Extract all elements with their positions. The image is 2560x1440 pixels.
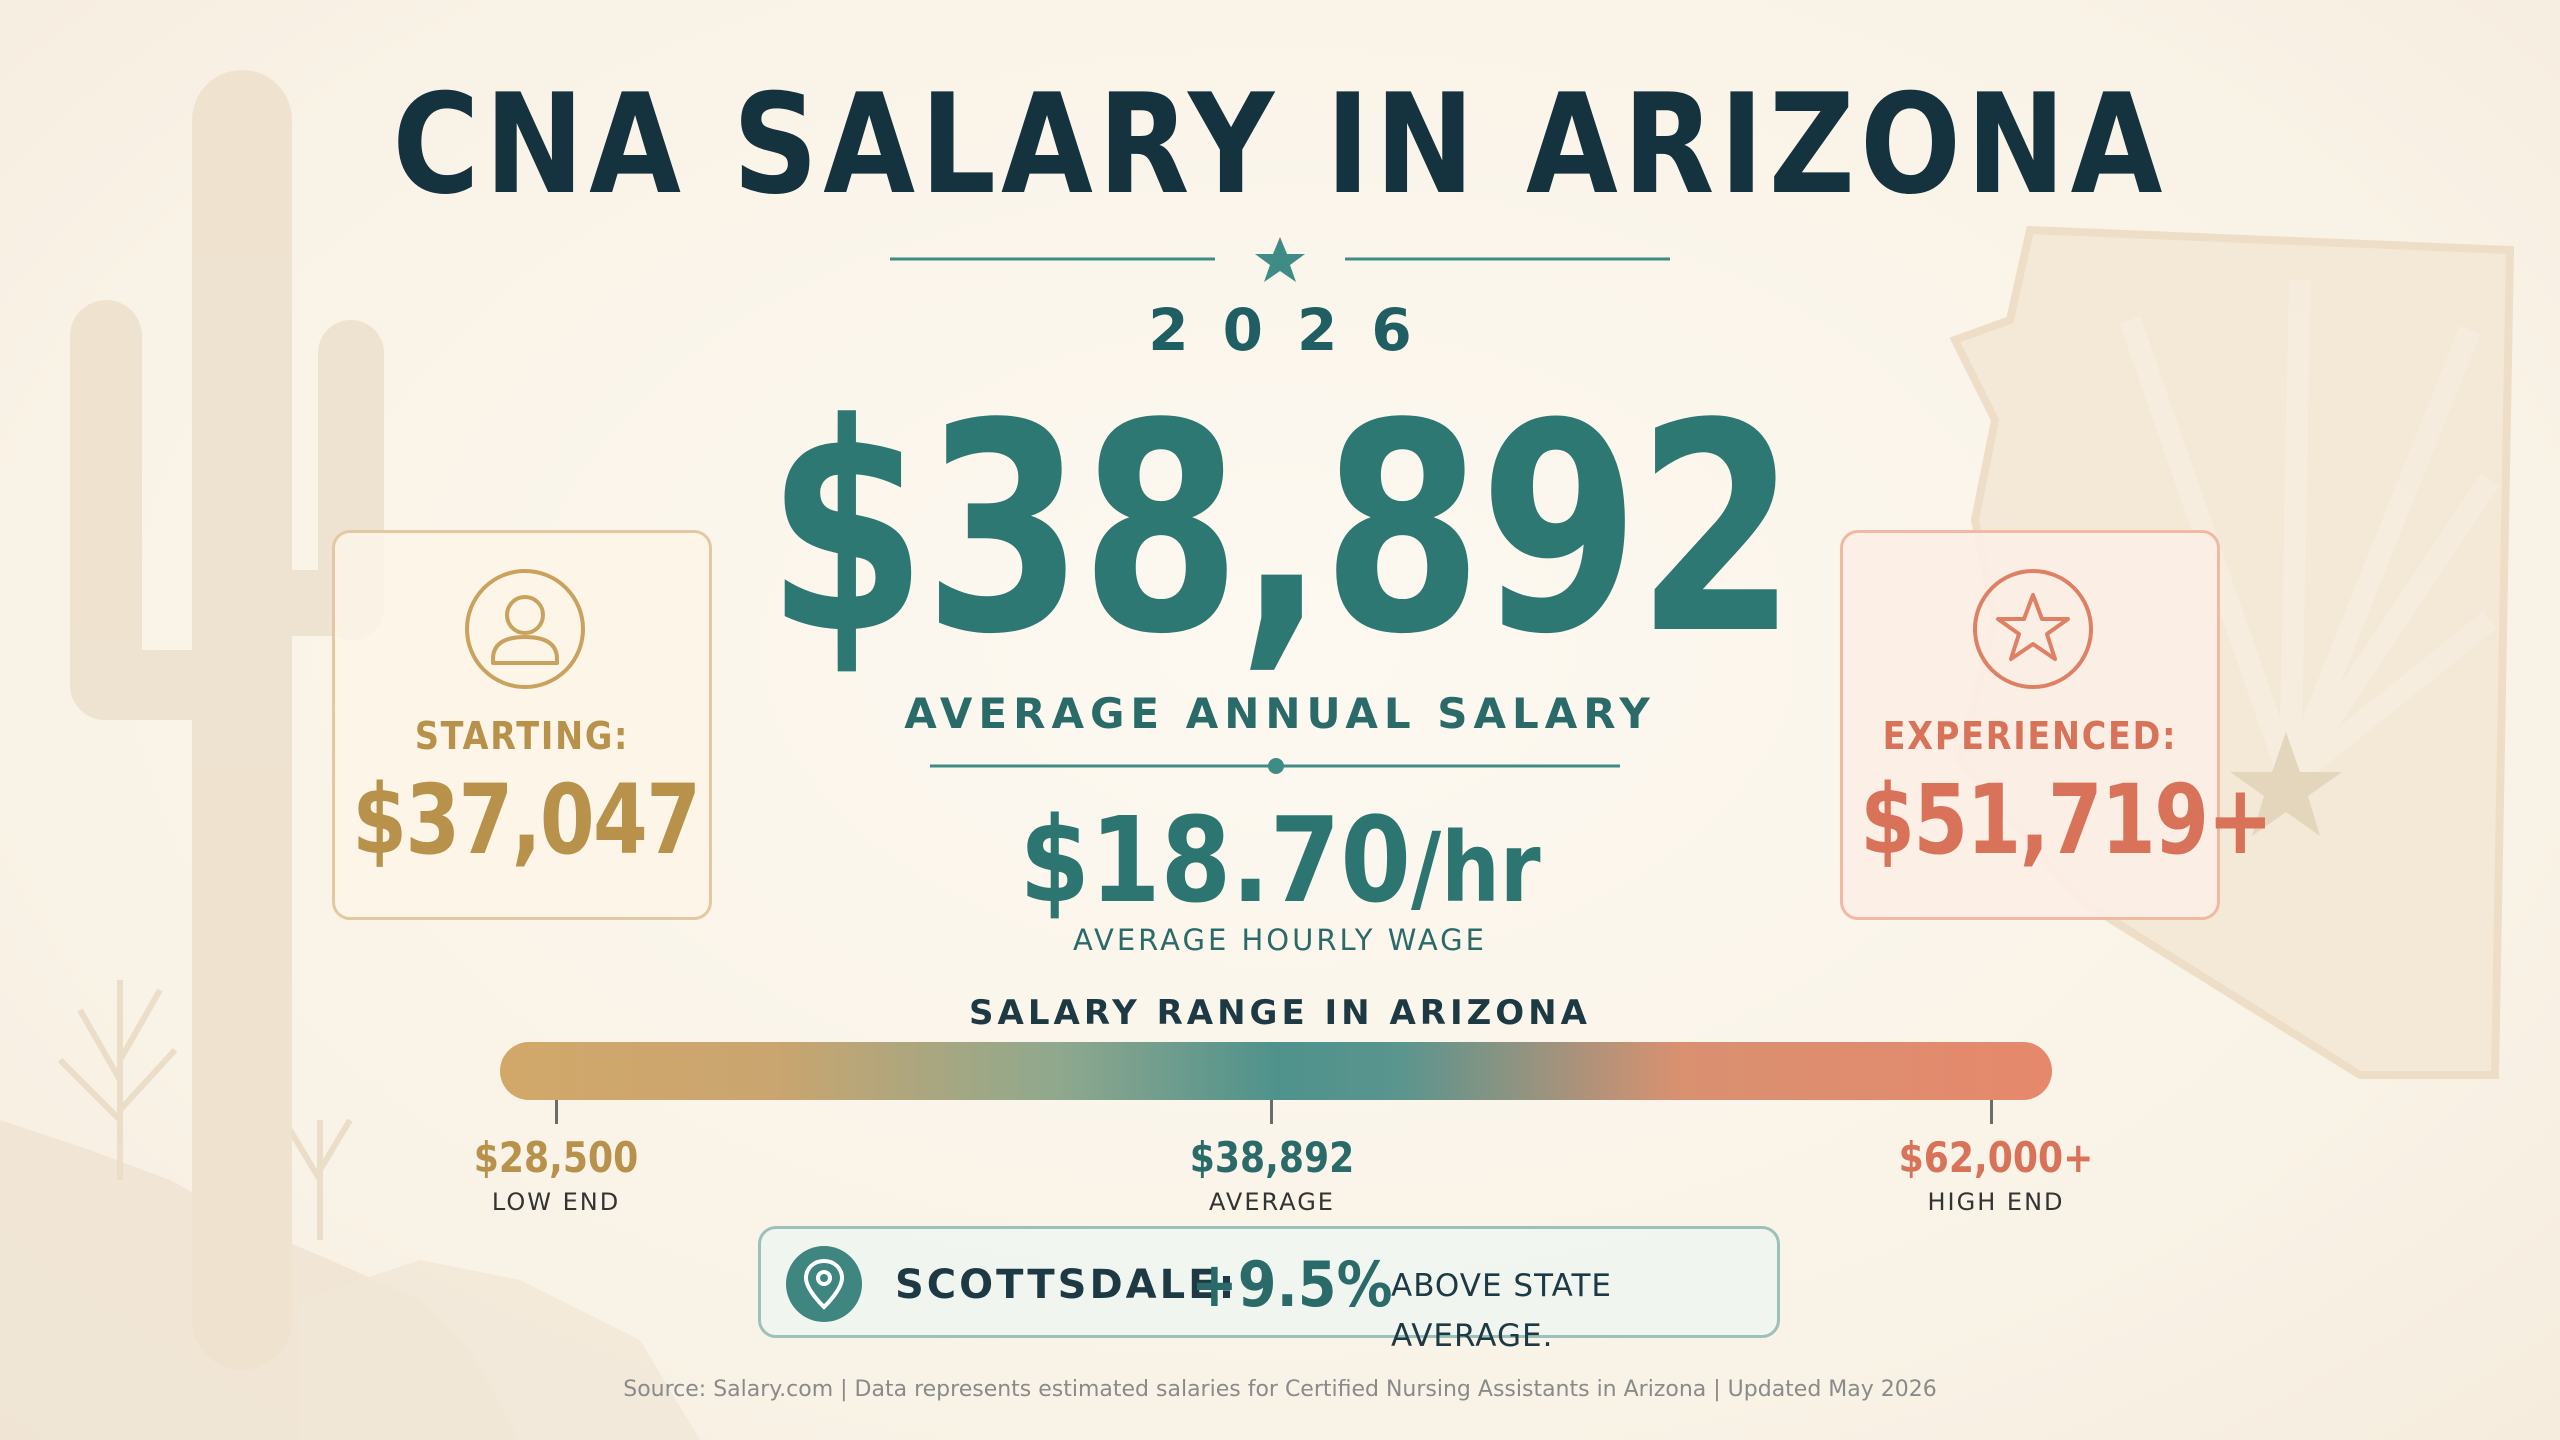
range-low-value: $28,500 [473,1133,639,1182]
source-footnote: Source: Salary.com | Data represents est… [623,1377,1937,1402]
experienced-label: EXPERIENCED: [1882,714,2178,758]
report-year: 2026 [1148,296,1446,364]
range-average: $38,892 AVERAGE [1122,1130,1422,1218]
divider-star-icon [1255,237,1305,282]
hourly-value: $18.70 [1019,791,1411,929]
starting-salary-card: STARTING: $37,047 [332,530,712,920]
page-title: CNA SALARY IN ARIZONA [392,64,2168,225]
starting-value: $37,047 [352,764,701,876]
average-tick [1270,1100,1273,1124]
title-divider [890,237,1670,282]
callout-text: ABOVE STATE AVERAGE. [1391,1268,1612,1354]
divider-dot-icon [1268,758,1284,774]
average-annual-salary: $38,892 [766,362,1797,697]
range-high-value: $62,000+ [1898,1133,2094,1182]
high-end-tick [1990,1100,1993,1124]
scottsdale-callout: SCOTTSDALE: +9.5% ABOVE STATE AVERAGE. [758,1226,1780,1354]
range-average-caption: AVERAGE [1209,1188,1335,1216]
hourly-caption: AVERAGE HOURLY WAGE [1073,923,1487,957]
salary-range-gradient-bar [500,1042,2052,1100]
range-high-caption: HIGH END [1927,1188,2065,1216]
salary-range-title: SALARY RANGE IN ARIZONA [969,993,1591,1033]
hourly-unit: /hr [1410,812,1541,924]
experienced-salary-card: EXPERIENCED: $51,719+ [1840,530,2273,920]
low-end-tick [555,1100,558,1124]
average-hourly-wage: $18.70/hr [179,795,2381,933]
range-high: $62,000+ HIGH END [1846,1130,2146,1218]
experienced-value: $51,719+ [1860,764,2273,876]
callout-city: SCOTTSDALE: [895,1262,1238,1308]
average-annual-caption: AVERAGE ANNUAL SALARY [904,689,1656,738]
state-capital-star-icon [2230,732,2342,836]
range-low-caption: LOW END [491,1188,621,1216]
callout-percent: +9.5% [1191,1248,1393,1321]
starting-label: STARTING: [414,714,630,758]
range-average-value: $38,892 [1189,1133,1355,1182]
range-low: $28,500 LOW END [406,1130,706,1218]
salary-divider [930,758,1620,774]
person-icon [465,569,585,689]
star-icon [1973,569,2093,689]
location-pin-icon [786,1246,862,1322]
